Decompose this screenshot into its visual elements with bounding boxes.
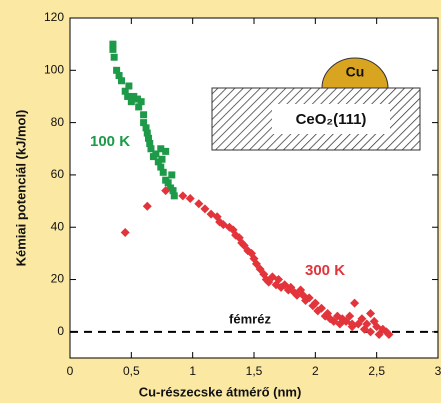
point — [135, 103, 143, 111]
point — [178, 191, 188, 201]
point — [118, 77, 126, 85]
point — [362, 319, 372, 329]
cu-particle — [321, 57, 389, 89]
point — [147, 145, 155, 153]
point — [140, 111, 148, 119]
point — [157, 163, 165, 171]
point — [164, 179, 172, 187]
y-tick-label: 80 — [51, 115, 65, 129]
point — [130, 92, 138, 100]
point — [154, 158, 162, 166]
point — [168, 171, 176, 179]
point — [316, 303, 326, 313]
point — [120, 227, 130, 237]
point — [347, 319, 357, 329]
point — [194, 199, 204, 209]
point — [142, 124, 150, 132]
point — [170, 192, 178, 200]
y-axis-label: Kémiai potenciál (kJ/mol) — [13, 110, 28, 267]
y-tick-label: 40 — [51, 219, 65, 233]
x-axis-label: Cu-részecske átmérő (nm) — [139, 384, 302, 399]
point — [124, 92, 132, 100]
y-tick-label: 120 — [44, 10, 64, 24]
point — [200, 204, 210, 214]
point — [109, 40, 117, 48]
point — [169, 187, 177, 195]
inset-particle: Cu — [346, 64, 365, 80]
point — [350, 298, 360, 308]
point — [161, 186, 171, 196]
point — [125, 82, 133, 90]
point — [127, 98, 135, 106]
point — [384, 329, 394, 339]
y-tick-label: 60 — [51, 167, 65, 181]
point — [162, 147, 170, 155]
point — [145, 134, 153, 142]
point — [109, 45, 117, 53]
x-tick-label: 2 — [312, 364, 319, 378]
y-tick-label: 0 — [57, 324, 64, 338]
point — [115, 72, 123, 80]
series-label: 100 K — [90, 133, 130, 150]
point — [140, 119, 148, 127]
x-tick-label: 0 — [67, 364, 74, 378]
point — [158, 155, 166, 163]
plot-area — [69, 17, 439, 359]
point — [304, 293, 314, 303]
point — [152, 150, 160, 158]
point — [142, 201, 152, 211]
support-label-box — [272, 104, 390, 134]
point — [157, 145, 165, 153]
point — [185, 193, 195, 203]
x-tick-label: 1 — [189, 364, 196, 378]
point — [121, 87, 129, 95]
y-tick-label: 100 — [44, 62, 64, 76]
point — [274, 275, 284, 285]
reference-label: fémréz — [229, 311, 271, 326]
point — [310, 298, 320, 308]
point — [345, 311, 355, 321]
point — [159, 168, 167, 176]
series-label: 300 K — [305, 262, 345, 279]
y-tick-label: 20 — [51, 272, 65, 286]
inset-support: CeO₂(111) — [296, 111, 367, 128]
point — [357, 314, 367, 324]
point — [366, 309, 376, 319]
point — [133, 95, 141, 103]
point — [110, 53, 118, 61]
point — [113, 66, 121, 74]
point — [143, 129, 151, 137]
x-tick-label: 1,5 — [246, 364, 263, 378]
x-tick-label: 3 — [435, 364, 441, 378]
point — [137, 98, 145, 106]
x-tick-label: 2,5 — [368, 364, 385, 378]
point — [366, 327, 376, 337]
point — [146, 140, 154, 148]
x-tick-label: 0,5 — [123, 364, 140, 378]
